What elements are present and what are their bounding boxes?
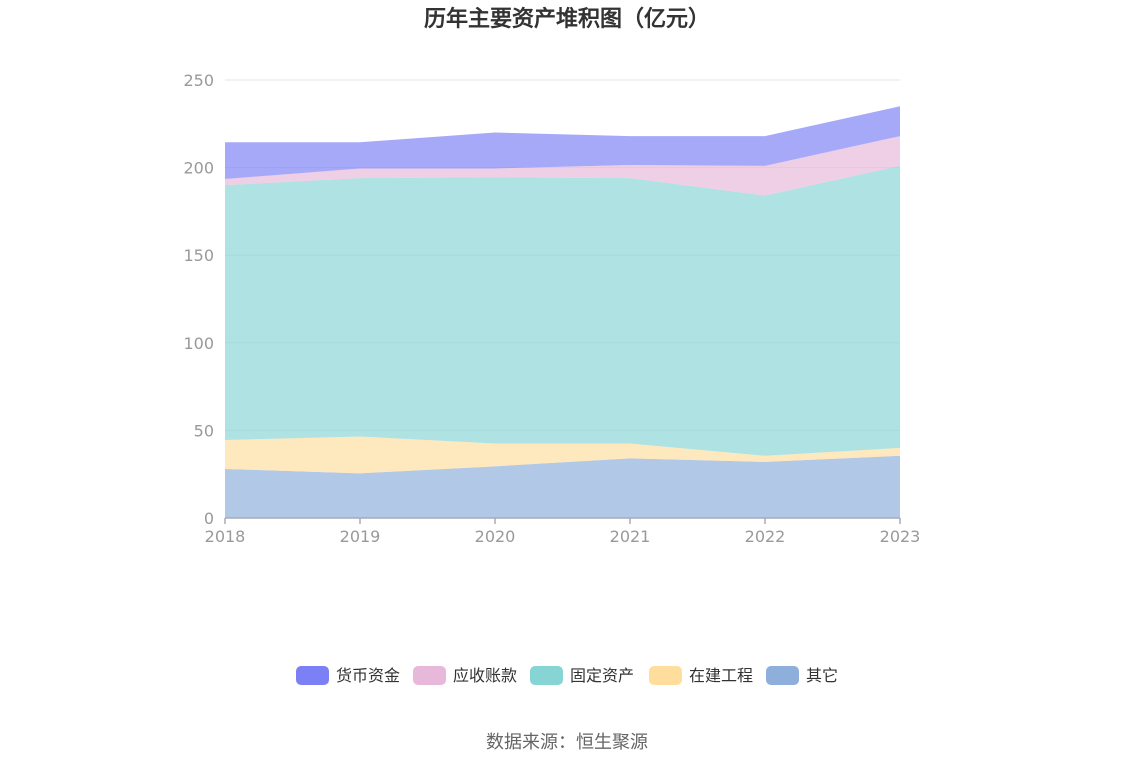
x-tick-label: 2022: [745, 527, 786, 546]
legend-item-其它[interactable]: 其它: [766, 666, 838, 685]
x-axis: 2018 2019 2020 2021 2022 2023: [205, 517, 921, 546]
legend-swatch: [530, 666, 563, 685]
legend-label: 应收账款: [453, 666, 517, 685]
series-areas: [225, 106, 900, 518]
y-tick-label: 150: [183, 246, 214, 265]
x-tick-label: 2020: [475, 527, 516, 546]
area-货币资金: [225, 106, 900, 179]
chart-title: 历年主要资产堆积图（亿元）: [424, 6, 710, 32]
legend-swatch: [296, 666, 329, 685]
area-应收账款: [225, 136, 900, 196]
y-axis-tick-labels: 0 50 100 150 200 250: [183, 71, 214, 528]
x-tick-label: 2023: [880, 527, 921, 546]
x-tick-label: 2021: [610, 527, 651, 546]
area-其它: [225, 455, 900, 518]
legend-label: 货币资金: [336, 666, 400, 685]
legend-swatch: [649, 666, 682, 685]
y-tick-label: 200: [183, 159, 214, 178]
legend-label: 其它: [806, 666, 838, 685]
legend-label: 固定资产: [570, 666, 634, 685]
x-tick-label: 2018: [205, 527, 246, 546]
area-在建工程: [225, 436, 900, 474]
y-tick-label: 50: [194, 421, 214, 440]
legend[interactable]: 货币资金 应收账款 固定资产 在建工程 其它: [296, 666, 838, 685]
y-tick-label: 100: [183, 334, 214, 353]
y-tick-label: 0: [204, 509, 214, 528]
legend-item-在建工程[interactable]: 在建工程: [649, 666, 753, 685]
x-tick-label: 2019: [340, 527, 381, 546]
legend-item-货币资金[interactable]: 货币资金: [296, 666, 400, 685]
area-固定资产: [225, 165, 900, 456]
data-source-note: 数据来源：恒生聚源: [486, 732, 648, 753]
legend-swatch: [766, 666, 799, 685]
legend-item-应收账款[interactable]: 应收账款: [413, 666, 517, 685]
legend-item-固定资产[interactable]: 固定资产: [530, 666, 634, 685]
legend-label: 在建工程: [689, 666, 753, 685]
legend-swatch: [413, 666, 446, 685]
y-tick-label: 250: [183, 71, 214, 90]
